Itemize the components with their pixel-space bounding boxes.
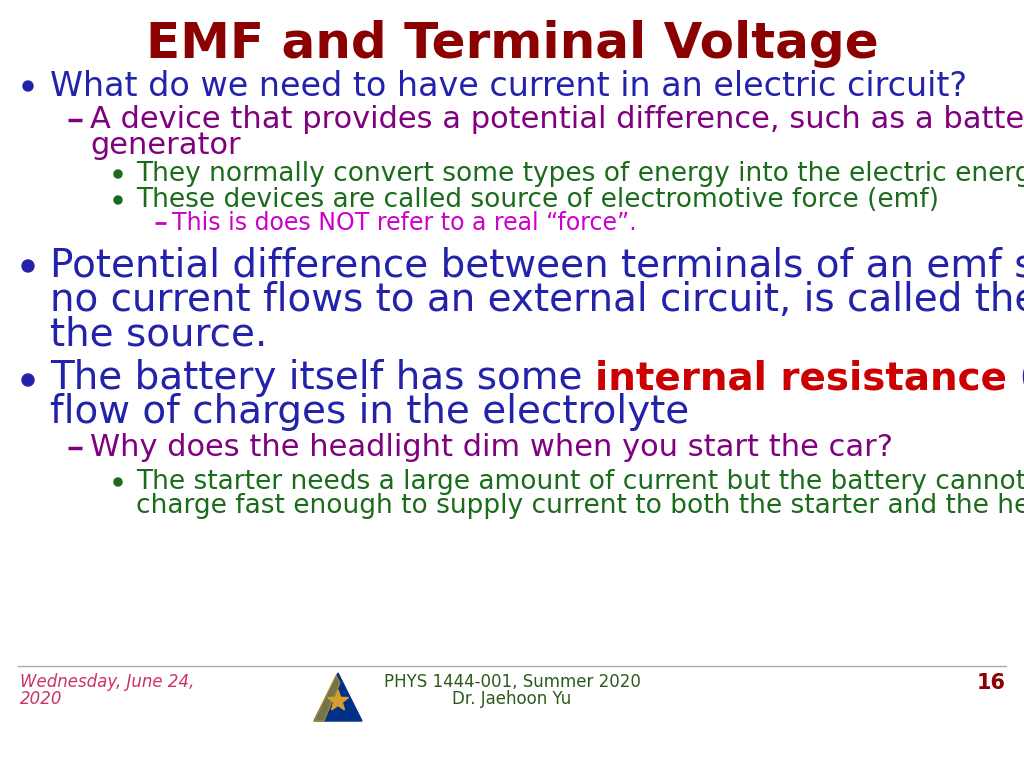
Text: What do we need to have current in an electric circuit?: What do we need to have current in an el… [50,69,967,102]
Circle shape [114,478,122,486]
Text: 16: 16 [977,673,1006,693]
Text: This is does NOT refer to a real “force”.: This is does NOT refer to a real “force”… [172,211,637,235]
Text: 2020: 2020 [20,690,62,708]
Polygon shape [314,673,362,721]
Circle shape [22,374,34,386]
Circle shape [22,260,34,272]
Text: Why does the headlight dim when you start the car?: Why does the headlight dim when you star… [90,433,893,462]
Text: flow of charges in the electrolyte: flow of charges in the electrolyte [50,393,689,431]
Circle shape [114,170,122,178]
Circle shape [114,196,122,204]
Text: internal resistance: internal resistance [595,359,1007,397]
Text: The battery itself has some: The battery itself has some [50,359,595,397]
Text: Dr. Jaehoon Yu: Dr. Jaehoon Yu [453,690,571,708]
Text: Potential difference between terminals of an emf source, when: Potential difference between terminals o… [50,247,1024,285]
Text: the source.: the source. [50,315,267,353]
Polygon shape [314,675,340,721]
Polygon shape [328,690,348,710]
Text: charge fast enough to supply current to both the starter and the headlight: charge fast enough to supply current to … [136,493,1024,519]
Text: PHYS 1444-001, Summer 2020: PHYS 1444-001, Summer 2020 [384,673,640,691]
Text: no current flows to an external circuit, is called the emf (ℰ) of: no current flows to an external circuit,… [50,281,1024,319]
Text: EMF and Terminal Voltage: EMF and Terminal Voltage [145,20,879,68]
Text: generator: generator [90,131,241,161]
Text: These devices are called source of electromotive force (emf): These devices are called source of elect… [136,187,939,213]
Text: (: ( [1007,359,1024,397]
Text: The starter needs a large amount of current but the battery cannot provide: The starter needs a large amount of curr… [136,469,1024,495]
Text: A device that provides a potential difference, such as a battery or a: A device that provides a potential diffe… [90,105,1024,134]
Text: They normally convert some types of energy into the electric energy: They normally convert some types of ener… [136,161,1024,187]
Circle shape [23,81,33,91]
Text: Wednesday, June 24,: Wednesday, June 24, [20,673,195,691]
